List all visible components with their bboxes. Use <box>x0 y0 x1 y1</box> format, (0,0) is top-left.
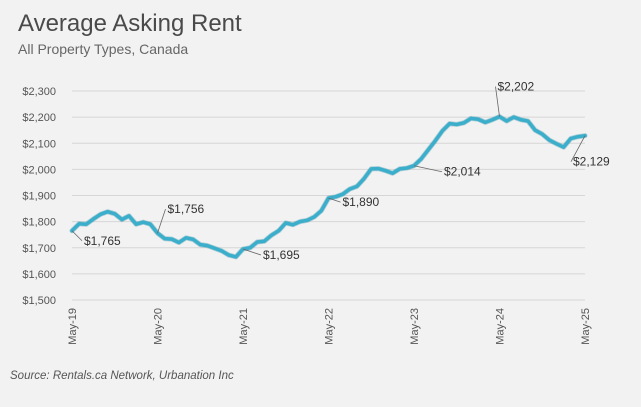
annotation-layer: $1,765 $1,756 $1,695 $1,890 $2,014 $2,202 $2,1… <box>71 80 610 262</box>
x-tick-label: May-20 <box>153 308 165 345</box>
series-layer <box>69 114 588 260</box>
y-tick-label: $2,000 <box>22 164 56 176</box>
chart-subtitle: All Property Types, Canada <box>18 41 189 57</box>
annotation-leader <box>328 197 341 203</box>
data-label: $1,756 <box>168 202 205 216</box>
data-label: $1,695 <box>263 248 300 262</box>
data-label: $1,765 <box>84 234 121 248</box>
x-tick-label: May-25 <box>580 308 592 345</box>
source-note: Source: Rentals.ca Network, Urbanation I… <box>10 370 234 382</box>
y-tick-label: $1,600 <box>22 269 56 281</box>
y-tick-label: $2,100 <box>22 138 56 150</box>
chart-title: Average Asking Rent <box>18 10 242 37</box>
series-line <box>70 114 587 259</box>
data-label: $2,202 <box>498 80 535 94</box>
annotation-leader <box>71 230 83 242</box>
y-tick-label: $1,700 <box>22 243 56 255</box>
x-tick-label: May-24 <box>495 308 507 345</box>
y-tick-label: $1,800 <box>22 217 56 229</box>
data-label: $1,890 <box>343 195 380 209</box>
annotation-leader <box>570 135 586 162</box>
x-tick-label: May-19 <box>67 308 79 345</box>
y-tick-label: $2,300 <box>22 86 56 98</box>
annotation-leader <box>242 248 262 256</box>
x-tick-label: May-23 <box>409 308 421 345</box>
x-tick-label: May-22 <box>324 308 336 345</box>
data-label: $2,129 <box>573 155 610 169</box>
x-axis: May-19 May-20 May-21 May-22 May-23 May-24 May-… <box>67 308 592 345</box>
annotation-leader <box>157 208 166 234</box>
y-tick-label: $1,500 <box>22 295 56 307</box>
annotation-leader <box>413 165 443 173</box>
y-tick-label: $2,200 <box>22 112 56 124</box>
series-line-shadow <box>69 114 588 260</box>
y-axis: $1,500 $1,600 $1,700 $1,800 $1,900 $2,000 $2,1… <box>22 86 56 307</box>
annotation-leader <box>495 86 500 117</box>
y-tick-label: $1,900 <box>22 191 56 203</box>
x-tick-label: May-21 <box>238 308 250 345</box>
data-label: $2,014 <box>444 165 481 179</box>
